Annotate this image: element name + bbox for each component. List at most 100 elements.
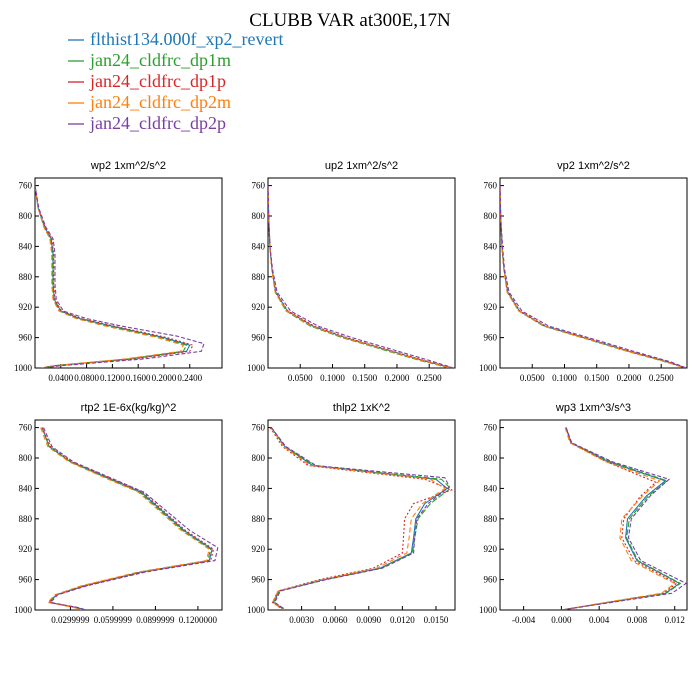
plot-frame xyxy=(34,419,223,611)
y-tick-label: 880 xyxy=(19,514,33,524)
x-tick-label: 0.000 xyxy=(551,615,572,625)
series-line xyxy=(561,427,687,610)
y-tick-label: 800 xyxy=(484,211,498,221)
chart-panel: vp2 1xm^2/s^2 760 800 840 880 920 960 1000 0.050… xyxy=(479,160,688,383)
legend: flthist134.000f_xp2_revertjan24_cldfrc_d… xyxy=(68,29,283,133)
y-tick-label: 760 xyxy=(19,423,33,433)
y-tick-label: 920 xyxy=(484,544,498,554)
x-tick-label: 0.0500 xyxy=(288,373,313,383)
y-tick-label: 840 xyxy=(19,241,33,251)
y-tick-label: 1000 xyxy=(247,605,266,615)
chart-panel: thlp2 1xK^2 760 800 840 880 920 960 1000 0.0030 0… xyxy=(247,402,456,625)
series-line xyxy=(40,427,210,610)
y-tick-label: 880 xyxy=(484,272,498,282)
x-tick-label: -0.004 xyxy=(512,615,536,625)
x-tick-label: 0.1200000 xyxy=(179,615,218,625)
x-tick-label: 0.0400 xyxy=(48,373,73,383)
series-line xyxy=(268,185,452,368)
y-tick-label: 760 xyxy=(484,423,498,433)
series-line xyxy=(35,185,194,368)
y-tick-label: 960 xyxy=(484,575,498,585)
y-tick-label: 760 xyxy=(252,423,266,433)
y-tick-label: 1000 xyxy=(247,363,266,373)
x-tick-label: 0.2000 xyxy=(617,373,642,383)
chart-panel: up2 1xm^2/s^2 760 800 840 880 920 960 1000 0.050… xyxy=(247,160,456,383)
plot-frame xyxy=(267,419,456,611)
y-tick-label: 880 xyxy=(19,272,33,282)
series-line xyxy=(270,427,449,610)
y-tick-label: 760 xyxy=(484,181,498,191)
panel-grid: wp2 1xm^2/s^2 760 800 840 880 920 960 1000 0.040… xyxy=(14,160,688,625)
legend-entry: jan24_cldfrc_dp2p xyxy=(89,113,226,133)
y-tick-label: 960 xyxy=(252,575,266,585)
series-line xyxy=(41,427,212,610)
series-line xyxy=(561,427,682,610)
x-tick-label: 0.0599999 xyxy=(94,615,133,625)
x-tick-label: 0.1500 xyxy=(352,373,377,383)
panel-title: vp2 1xm^2/s^2 xyxy=(557,160,630,172)
y-tick-label: 800 xyxy=(252,453,266,463)
series-line xyxy=(35,185,185,368)
x-tick-label: 0.0030 xyxy=(289,615,314,625)
x-tick-label: 0.0899999 xyxy=(136,615,175,625)
series-line xyxy=(561,427,681,610)
y-tick-label: 920 xyxy=(484,302,498,312)
series-line xyxy=(500,185,686,368)
plot-frame xyxy=(499,177,688,369)
series-line xyxy=(268,185,453,368)
x-tick-label: 0.0150 xyxy=(424,615,449,625)
y-tick-label: 800 xyxy=(484,453,498,463)
y-tick-label: 840 xyxy=(19,483,33,493)
figure-title: CLUBB VAR at300E,17N xyxy=(249,10,451,31)
chart-panel: wp2 1xm^2/s^2 760 800 840 880 920 960 1000 0.040… xyxy=(14,160,223,383)
panel-title: thlp2 1xK^2 xyxy=(333,402,390,414)
panel-title: wp2 1xm^2/s^2 xyxy=(90,160,166,172)
series-line xyxy=(270,427,446,610)
x-tick-label: 0.008 xyxy=(627,615,648,625)
legend-entry: jan24_cldfrc_dp1p xyxy=(89,71,226,91)
y-tick-label: 960 xyxy=(19,575,33,585)
x-tick-label: 0.0060 xyxy=(323,615,348,625)
chart-panel: rtp2 1E-6x(kg/kg)^2 760 800 840 880 920 960 100… xyxy=(14,402,223,625)
y-tick-label: 920 xyxy=(252,544,266,554)
x-tick-label: 0.012 xyxy=(665,615,685,625)
x-tick-label: 0.0500 xyxy=(520,373,545,383)
y-tick-label: 840 xyxy=(484,483,498,493)
y-tick-label: 880 xyxy=(484,514,498,524)
series-line xyxy=(41,427,215,610)
x-tick-label: 0.2500 xyxy=(417,373,442,383)
x-tick-label: 0.0120 xyxy=(390,615,415,625)
y-tick-label: 840 xyxy=(252,241,266,251)
y-tick-label: 880 xyxy=(252,272,266,282)
x-tick-label: 0.1000 xyxy=(552,373,577,383)
series-line xyxy=(500,185,686,368)
y-tick-label: 800 xyxy=(19,211,33,221)
y-tick-label: 920 xyxy=(252,302,266,312)
series-line xyxy=(561,427,676,610)
y-tick-label: 920 xyxy=(19,544,33,554)
y-tick-label: 1000 xyxy=(479,363,498,373)
panel-title: wp3 1xm^3/s^3 xyxy=(555,402,631,414)
plot-frame xyxy=(499,419,688,611)
x-tick-label: 0.1200 xyxy=(100,373,125,383)
x-tick-label: 0.0299999 xyxy=(51,615,90,625)
series-line xyxy=(41,427,213,610)
y-tick-label: 960 xyxy=(19,333,33,343)
y-tick-label: 800 xyxy=(252,211,266,221)
series-line xyxy=(42,427,219,610)
series-line xyxy=(270,427,451,610)
y-tick-label: 1000 xyxy=(14,363,33,373)
y-tick-label: 1000 xyxy=(479,605,498,615)
series-line xyxy=(268,185,454,368)
x-tick-label: 0.2400 xyxy=(177,373,202,383)
series-line xyxy=(268,185,451,368)
series-line xyxy=(35,185,205,368)
series-line xyxy=(268,185,450,368)
chart-panel: wp3 1xm^3/s^3 760 800 840 880 920 960 1000 -0.00… xyxy=(479,402,688,625)
y-tick-label: 960 xyxy=(252,333,266,343)
legend-entry: jan24_cldfrc_dp1m xyxy=(89,50,231,70)
plot-frame xyxy=(267,177,456,369)
series-line xyxy=(35,185,188,368)
y-tick-label: 760 xyxy=(19,181,33,191)
